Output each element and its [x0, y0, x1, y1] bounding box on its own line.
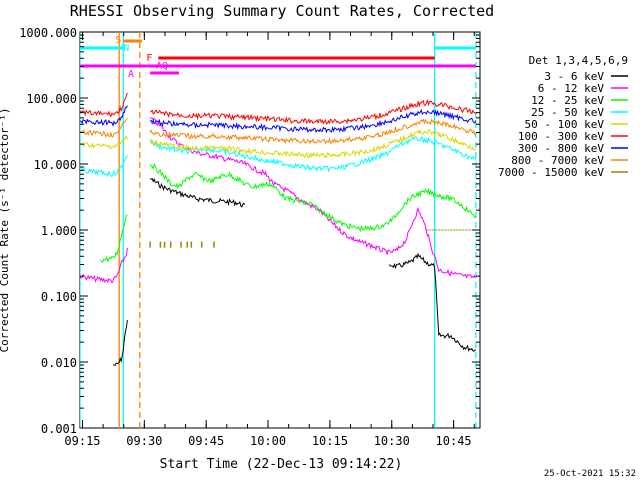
series-line-1-segment-0 [80, 247, 128, 284]
x-axis-label: Start Time (22-Dec-13 09:14:22) [160, 457, 403, 472]
series-line-4-segment-1 [149, 129, 477, 159]
plot-frame [79, 31, 481, 429]
flag-bar-label-5: AQ [156, 61, 168, 72]
legend-label-4: 50 - 100 keV [525, 118, 605, 131]
y-tick-label-2: 0.100 [41, 290, 77, 304]
series-line-0-segment-9 [388, 252, 476, 352]
series-line-1-segment-1 [150, 117, 477, 279]
y-tick-label-0: 0.001 [41, 422, 77, 436]
legend-label-6: 300 - 800 keV [518, 142, 604, 155]
series-line-4-segment-0 [80, 135, 128, 150]
x-tick-label-0: 09:15 [64, 434, 100, 448]
legend-label-8: 7000 - 15000 keV [498, 166, 604, 179]
series-line-5-segment-1 [150, 99, 477, 125]
y-tick-label-1: 0.010 [41, 356, 77, 370]
x-tick-label-1: 09:30 [126, 434, 162, 448]
flag-bar-label-4: A [128, 69, 134, 80]
x-tick-label-3: 10:00 [250, 434, 286, 448]
series-line-3-segment-1 [149, 136, 477, 173]
footer-timestamp: 25-Oct-2021 15:32 [544, 469, 636, 479]
flag-bar-label-1: N [123, 43, 129, 54]
x-tick-label-6: 10:45 [436, 434, 472, 448]
chart-title: RHESSI Observing Summary Count Rates, Co… [70, 2, 494, 20]
series-line-0-segment-2 [149, 177, 246, 208]
series-line-0-segment-1 [113, 320, 128, 366]
legend-label-1: 6 - 12 keV [538, 82, 605, 95]
series-line-6-segment-1 [149, 108, 477, 134]
y-tick-label-3: 1.000 [41, 224, 77, 238]
y-axis-label: Corrected Count Rate (s⁻¹ detector⁻¹) [0, 107, 11, 352]
x-tick-label-5: 10:30 [374, 434, 410, 448]
legend-label-3: 25 - 50 keV [531, 106, 604, 119]
plot-area: SN F A AQ 0.001 0.010 0.100 1.000 10.000 100.000 1… [19, 26, 481, 448]
flag-bar-label-3: F [146, 53, 152, 64]
legend-label-0: 3 - 6 keV [544, 70, 604, 83]
x-tick-label-4: 10:15 [312, 434, 348, 448]
legend-title: Det 1,3,4,5,6,9 [529, 54, 628, 67]
series-line-2-segment-2 [149, 163, 477, 233]
series-line-2-segment-1 [100, 214, 128, 263]
series-line-6-segment-0 [80, 105, 128, 127]
flag-bar-label-0: S [115, 35, 121, 46]
y-tick-label-6: 1000.000 [19, 26, 77, 40]
legend-label-5: 100 - 300 keV [518, 130, 604, 143]
y-tick-label-4: 10.000 [34, 158, 77, 172]
legend-label-7: 800 - 7000 keV [511, 154, 604, 167]
data-layer [80, 32, 477, 428]
series-line-5-segment-0 [80, 92, 128, 118]
y-tick-label-5: 100.000 [26, 92, 77, 106]
legend-label-2: 12 - 25 keV [531, 94, 604, 107]
series-line-7-segment-1 [149, 118, 476, 145]
x-tick-label-2: 09:45 [188, 434, 224, 448]
series-line-7-segment-0 [80, 117, 128, 138]
series-line-3-segment-0 [80, 155, 128, 178]
